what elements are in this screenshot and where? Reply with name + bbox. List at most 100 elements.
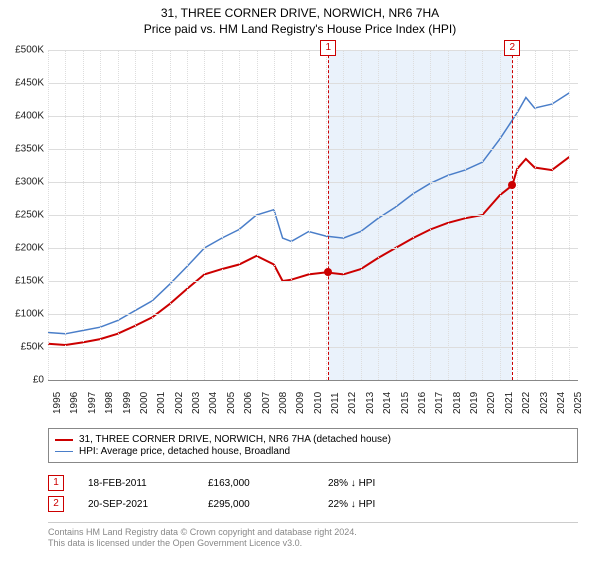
x-tick-label: 2009	[295, 392, 306, 414]
gridline-h	[48, 215, 578, 216]
footer-line-2: This data is licensed under the Open Gov…	[48, 538, 578, 549]
cell-date: 20-SEP-2021	[88, 499, 208, 510]
x-tick-label: 2013	[365, 392, 376, 414]
gridline-v	[535, 50, 536, 380]
gridline-h	[48, 116, 578, 117]
gridline-v	[135, 50, 136, 380]
gridline-v	[500, 50, 501, 380]
x-tick-label: 2003	[191, 392, 202, 414]
cell-vs: 22% ↓ HPI	[328, 499, 448, 510]
gridline-h	[48, 182, 578, 183]
cell-price: £163,000	[208, 478, 328, 489]
gridline-h	[48, 83, 578, 84]
x-tick-label: 2016	[417, 392, 428, 414]
gridline-v	[257, 50, 258, 380]
table-row: 1 18-FEB-2011£163,00028% ↓ HPI	[48, 475, 578, 491]
gridline-h	[48, 347, 578, 348]
gridline-v	[170, 50, 171, 380]
gridline-v	[343, 50, 344, 380]
gridline-v	[274, 50, 275, 380]
gridline-v	[552, 50, 553, 380]
marker-box: 2	[504, 40, 520, 56]
x-tick-label: 2018	[452, 392, 463, 414]
gridline-v	[482, 50, 483, 380]
gridline-h	[48, 149, 578, 150]
y-tick-label: £0	[4, 375, 44, 386]
x-tick-label: 2007	[261, 392, 272, 414]
marker-line	[512, 40, 513, 380]
x-tick-label: 2025	[573, 392, 584, 414]
y-tick-label: £250K	[4, 210, 44, 221]
gridline-v	[361, 50, 362, 380]
title-line-2: Price paid vs. HM Land Registry's House …	[0, 22, 600, 36]
marker-line	[328, 40, 329, 380]
gridline-v	[309, 50, 310, 380]
x-tick-label: 2001	[156, 392, 167, 414]
x-tick-label: 2002	[174, 392, 185, 414]
legend-label: 31, THREE CORNER DRIVE, NORWICH, NR6 7HA…	[79, 434, 391, 445]
x-tick-label: 1997	[87, 392, 98, 414]
gridline-v	[65, 50, 66, 380]
x-tick-label: 1999	[122, 392, 133, 414]
x-tick-label: 2010	[313, 392, 324, 414]
gridline-v	[152, 50, 153, 380]
legend-swatch	[55, 439, 73, 441]
gridline-v	[378, 50, 379, 380]
x-tick-label: 2012	[347, 392, 358, 414]
x-tick-label: 2015	[400, 392, 411, 414]
footer-line-1: Contains HM Land Registry data © Crown c…	[48, 527, 578, 538]
x-tick-label: 2020	[486, 392, 497, 414]
gridline-v	[396, 50, 397, 380]
legend-box: 31, THREE CORNER DRIVE, NORWICH, NR6 7HA…	[48, 428, 578, 463]
gridline-h	[48, 314, 578, 315]
cell-vs: 28% ↓ HPI	[328, 478, 448, 489]
x-tick-label: 2011	[330, 392, 341, 414]
x-tick-label: 2004	[208, 392, 219, 414]
y-tick-label: £200K	[4, 243, 44, 254]
chart-container: 31, THREE CORNER DRIVE, NORWICH, NR6 7HA…	[0, 6, 600, 566]
x-tick-label: 2022	[521, 392, 532, 414]
gridline-v	[187, 50, 188, 380]
cell-date: 18-FEB-2011	[88, 478, 208, 489]
price-chart: £0£50K£100K£150K£200K£250K£300K£350K£400…	[48, 50, 578, 381]
x-tick-label: 2021	[504, 392, 515, 414]
x-tick-label: 2019	[469, 392, 480, 414]
legend-item: HPI: Average price, detached house, Broa…	[55, 446, 571, 457]
x-tick-label: 2005	[226, 392, 237, 414]
marker-box: 1	[320, 40, 336, 56]
x-tick-label: 1998	[104, 392, 115, 414]
gridline-v	[48, 50, 49, 380]
y-tick-label: £350K	[4, 144, 44, 155]
gridline-v	[430, 50, 431, 380]
gridline-v	[204, 50, 205, 380]
gridline-v	[222, 50, 223, 380]
gridline-v	[291, 50, 292, 380]
gridline-h	[48, 281, 578, 282]
row-marker-box: 1	[48, 475, 64, 491]
gridline-v	[83, 50, 84, 380]
y-tick-label: £400K	[4, 111, 44, 122]
x-tick-label: 2024	[556, 392, 567, 414]
gridline-v	[239, 50, 240, 380]
sale-dot	[324, 268, 332, 276]
gridline-v	[465, 50, 466, 380]
y-tick-label: £450K	[4, 78, 44, 89]
gridline-h	[48, 248, 578, 249]
x-tick-label: 2014	[382, 392, 393, 414]
sales-table: 1 18-FEB-2011£163,00028% ↓ HPI 220-SEP-202…	[48, 470, 578, 517]
y-tick-label: £300K	[4, 177, 44, 188]
footer-text: Contains HM Land Registry data © Crown c…	[48, 522, 578, 550]
y-tick-label: £500K	[4, 45, 44, 56]
cell-price: £295,000	[208, 499, 328, 510]
legend-label: HPI: Average price, detached house, Broa…	[79, 446, 290, 457]
title-line-1: 31, THREE CORNER DRIVE, NORWICH, NR6 7HA	[0, 6, 600, 20]
gridline-v	[448, 50, 449, 380]
gridline-v	[413, 50, 414, 380]
sale-dot	[508, 181, 516, 189]
y-tick-label: £50K	[4, 342, 44, 353]
gridline-v	[517, 50, 518, 380]
table-row: 220-SEP-2021£295,00022% ↓ HPI	[48, 496, 578, 512]
x-tick-label: 2017	[434, 392, 445, 414]
x-tick-label: 2008	[278, 392, 289, 414]
gridline-v	[100, 50, 101, 380]
